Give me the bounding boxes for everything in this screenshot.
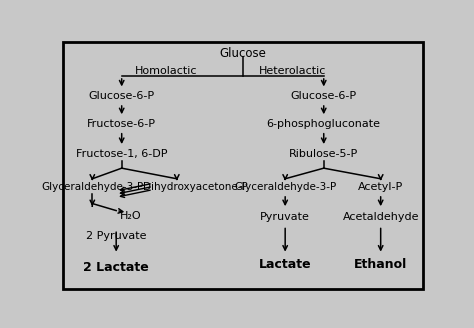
Text: Ethanol: Ethanol bbox=[354, 257, 407, 271]
Text: 2 Lactate: 2 Lactate bbox=[83, 261, 149, 275]
Text: 2 Pyruvate: 2 Pyruvate bbox=[86, 231, 146, 241]
Text: Fructose-1, 6-DP: Fructose-1, 6-DP bbox=[76, 149, 167, 159]
Text: Glucose-6-P: Glucose-6-P bbox=[291, 91, 357, 101]
Text: Fructose-6-P: Fructose-6-P bbox=[87, 119, 156, 129]
Text: H₂O: H₂O bbox=[120, 211, 142, 221]
Text: Glyceraldehyde-3-P: Glyceraldehyde-3-P bbox=[234, 182, 336, 192]
Text: Lactate: Lactate bbox=[259, 257, 311, 271]
Text: Acetyl-P: Acetyl-P bbox=[358, 182, 403, 192]
Text: Glyceraldehyde-3-P: Glyceraldehyde-3-P bbox=[41, 182, 144, 192]
Text: Acetaldehyde: Acetaldehyde bbox=[342, 213, 419, 222]
Text: Glucose-6-P: Glucose-6-P bbox=[89, 91, 155, 101]
Text: Dihydroxyacetone-P: Dihydroxyacetone-P bbox=[143, 182, 247, 192]
Text: Homolactic: Homolactic bbox=[135, 66, 197, 76]
Text: Ribulose-5-P: Ribulose-5-P bbox=[289, 149, 358, 159]
Text: Heterolactic: Heterolactic bbox=[259, 66, 326, 76]
Text: Glucose: Glucose bbox=[219, 47, 266, 60]
Text: 6-phosphogluconate: 6-phosphogluconate bbox=[267, 119, 381, 129]
Text: Pyruvate: Pyruvate bbox=[260, 213, 310, 222]
